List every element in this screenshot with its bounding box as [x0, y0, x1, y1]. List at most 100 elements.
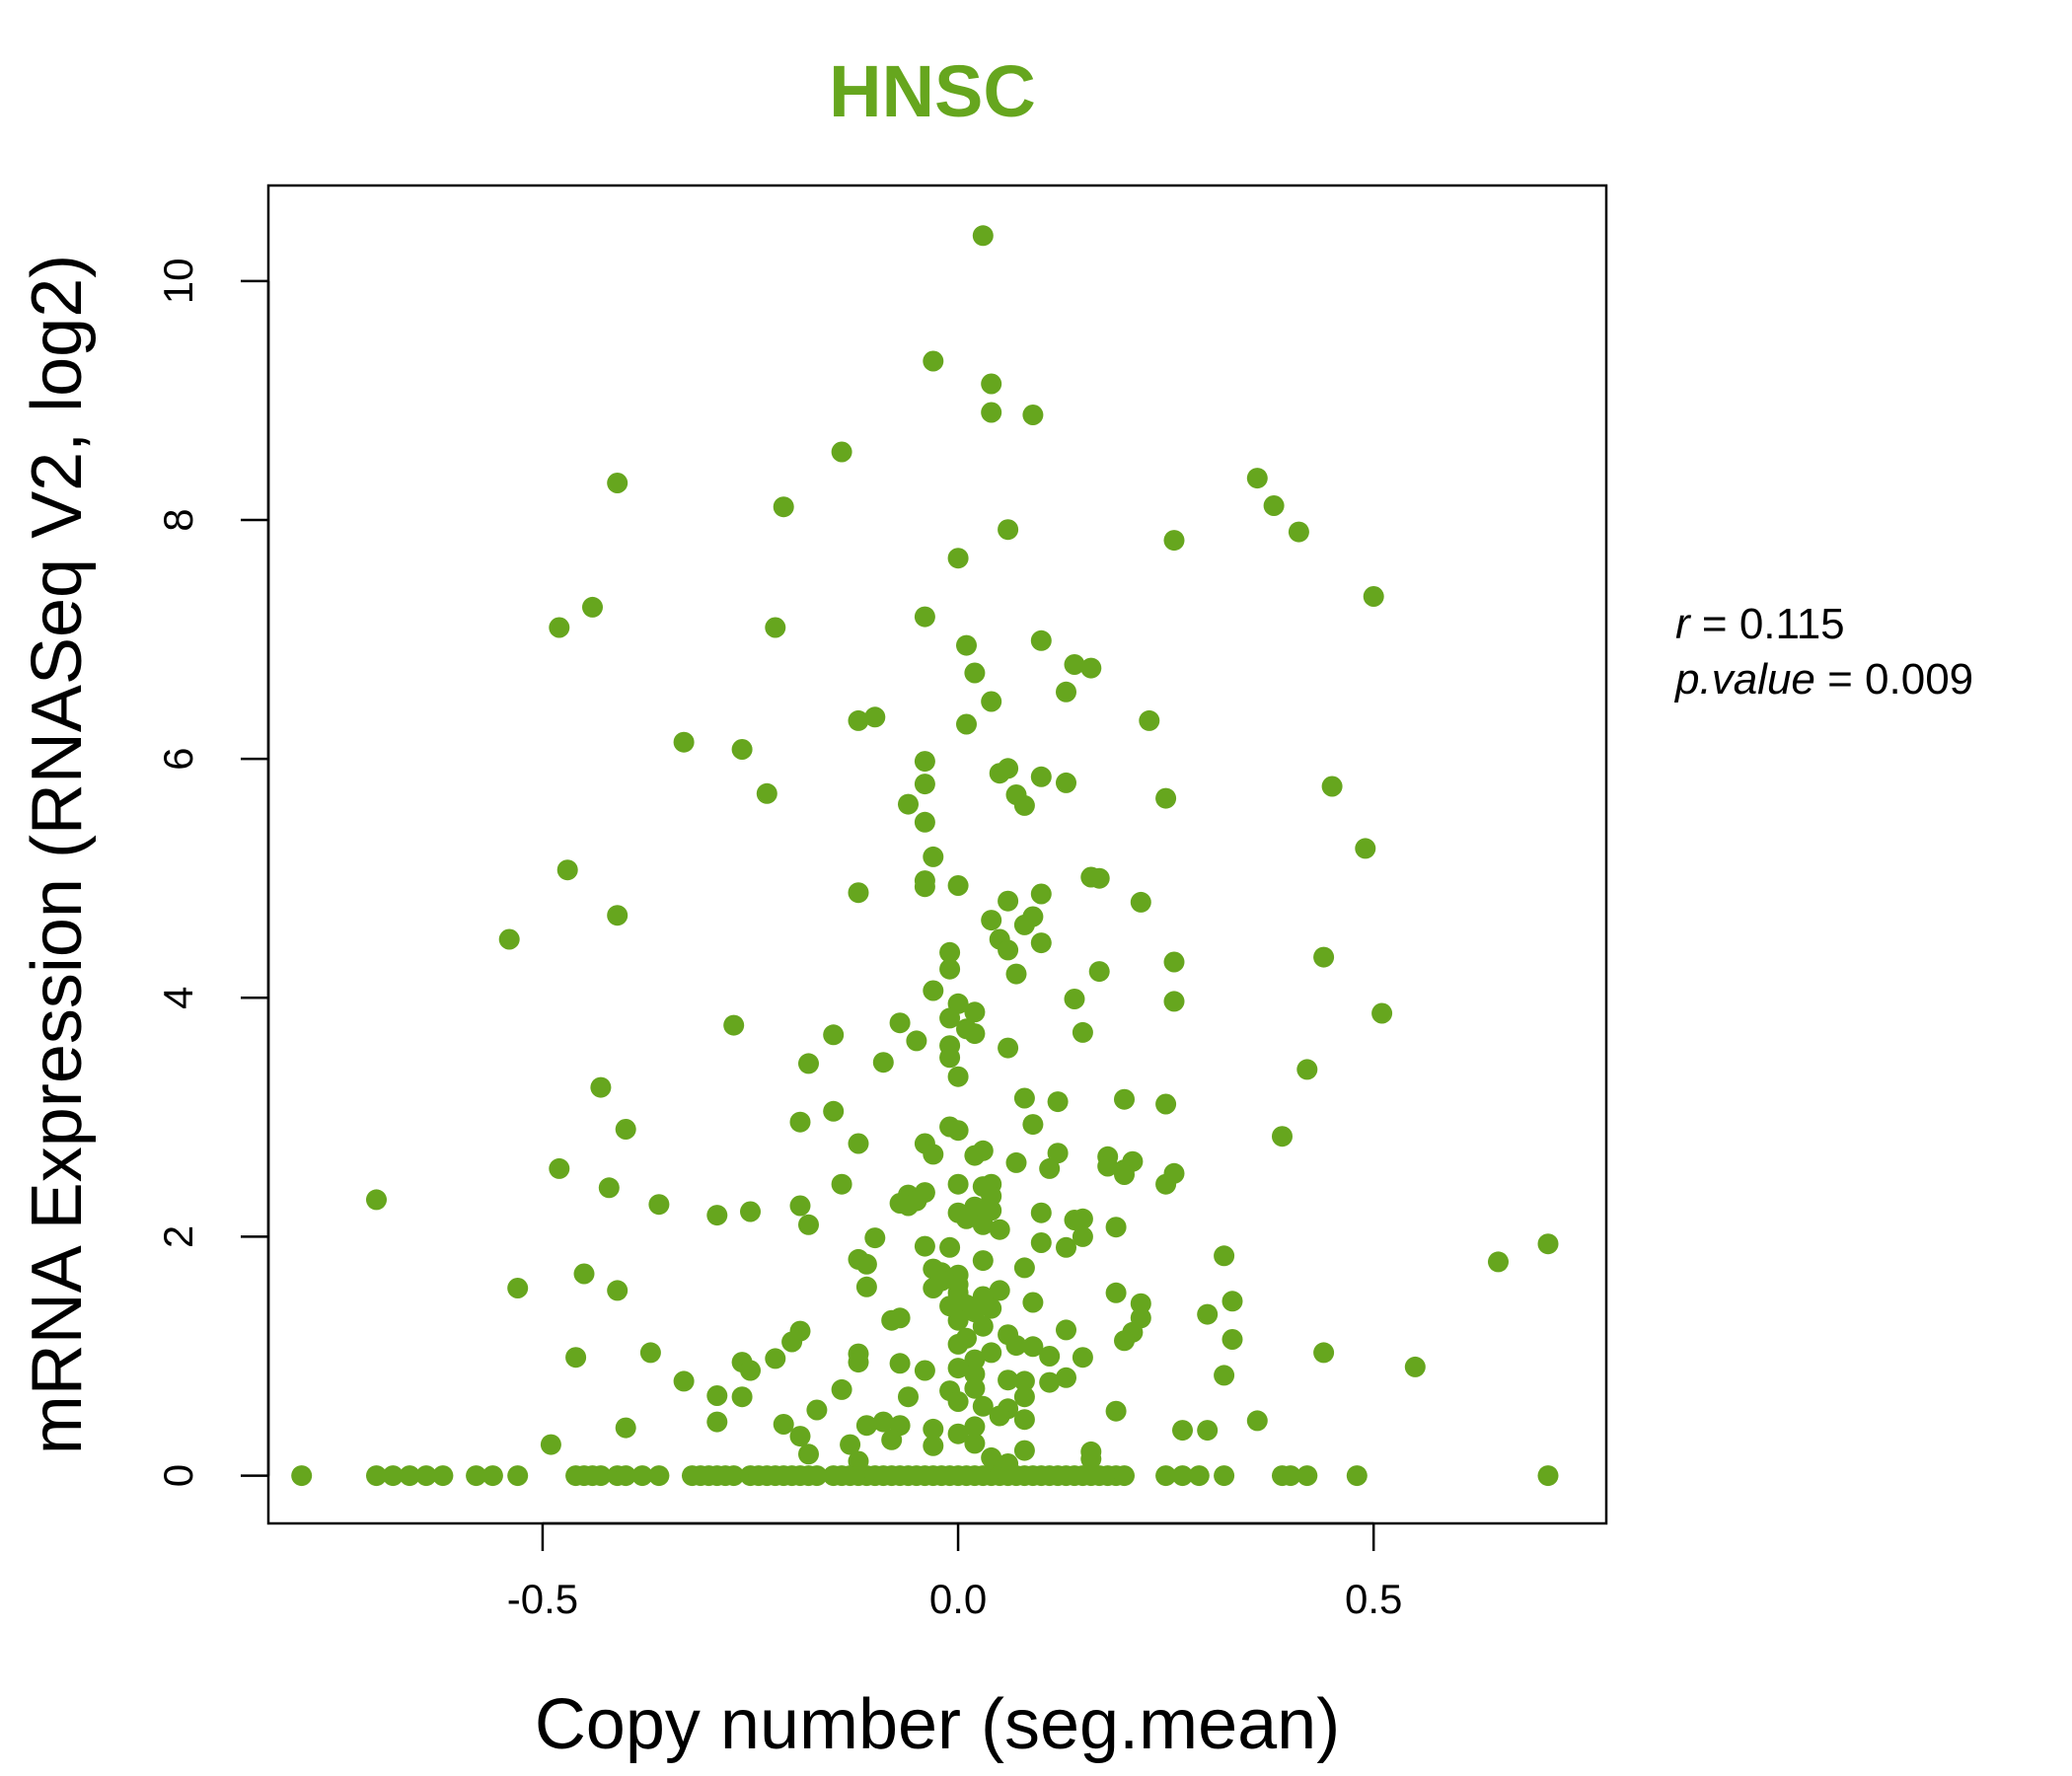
data-point — [889, 1307, 911, 1329]
data-point — [798, 1443, 819, 1465]
data-point — [855, 1415, 877, 1437]
data-point — [964, 1145, 986, 1166]
data-point — [923, 1435, 944, 1456]
data-point — [972, 1214, 994, 1235]
data-point — [1064, 654, 1085, 675]
data-point — [947, 1120, 969, 1142]
data-point — [540, 1434, 561, 1455]
data-point — [981, 1446, 1002, 1468]
data-point — [1030, 1202, 1052, 1223]
data-point — [582, 596, 603, 618]
data-point — [914, 606, 935, 628]
data-point — [914, 751, 935, 773]
data-point — [923, 350, 944, 372]
data-point — [998, 758, 1019, 779]
data-point — [706, 1385, 728, 1406]
data-point — [1272, 1126, 1293, 1147]
data-point — [415, 1465, 437, 1487]
data-point — [1056, 772, 1076, 793]
data-point — [706, 1205, 728, 1226]
data-point — [1404, 1356, 1426, 1377]
data-point — [823, 1100, 845, 1122]
data-point — [615, 1465, 636, 1487]
data-point — [947, 1173, 969, 1195]
data-point — [765, 1348, 786, 1369]
data-point — [731, 739, 753, 760]
data-point — [964, 1001, 986, 1023]
data-point — [731, 1386, 753, 1408]
data-point — [673, 731, 695, 753]
data-point — [723, 1465, 745, 1487]
data-point — [947, 1391, 969, 1412]
data-point — [947, 1066, 969, 1087]
data-point — [855, 1276, 877, 1297]
data-point — [972, 225, 994, 247]
data-point — [590, 1465, 612, 1487]
data-point — [756, 782, 777, 804]
x-axis-title: Copy number (seg.mean) — [535, 1685, 1340, 1764]
data-point — [507, 1278, 529, 1298]
y-tick-label: 6 — [155, 747, 201, 770]
data-point — [1105, 1400, 1127, 1422]
data-point — [1013, 1087, 1035, 1109]
data-point — [1163, 530, 1185, 552]
data-point — [607, 473, 629, 493]
data-point — [989, 1405, 1010, 1427]
data-point — [923, 1418, 944, 1440]
data-point — [723, 1014, 745, 1036]
data-point — [1064, 989, 1085, 1009]
data-point — [1056, 1319, 1076, 1341]
data-point — [914, 1360, 935, 1381]
points-layer — [291, 225, 1559, 1487]
data-point — [706, 1411, 728, 1433]
data-point — [1022, 405, 1044, 425]
data-point — [607, 905, 629, 926]
data-point — [1080, 1448, 1102, 1470]
data-point — [798, 1214, 819, 1235]
data-point — [1056, 1236, 1076, 1258]
data-point — [1005, 1335, 1027, 1357]
data-point — [1056, 681, 1076, 703]
data-point — [1080, 657, 1102, 679]
data-point — [1155, 787, 1177, 809]
data-point — [1114, 1088, 1135, 1110]
data-point — [789, 1111, 811, 1133]
data-point — [607, 1280, 629, 1301]
data-point — [972, 1250, 994, 1272]
data-point — [1313, 1342, 1335, 1364]
y-axis: 0 2 4 6 8 10 — [155, 258, 270, 1487]
data-point — [1056, 1367, 1076, 1388]
data-point — [923, 1144, 944, 1165]
data-point — [1072, 1225, 1093, 1247]
data-point — [1088, 961, 1110, 983]
data-point — [366, 1465, 387, 1487]
chart-title: HNSC — [829, 50, 1036, 132]
data-point — [1537, 1465, 1559, 1487]
data-point — [1313, 946, 1335, 968]
data-point — [939, 1007, 961, 1029]
data-point — [565, 1347, 587, 1369]
data-point — [765, 617, 786, 638]
data-point — [1130, 1293, 1151, 1314]
data-point — [1155, 1173, 1177, 1195]
data-point — [823, 1024, 845, 1046]
data-point — [956, 1208, 977, 1229]
data-point — [964, 1433, 986, 1454]
data-point — [1197, 1420, 1219, 1442]
data-point — [964, 1023, 986, 1045]
data-point — [981, 691, 1002, 712]
data-point — [1263, 495, 1285, 516]
p-stat-line: p.value = 0.009 — [1673, 655, 1973, 703]
data-point — [981, 402, 1002, 423]
data-point — [923, 846, 944, 867]
data-point — [947, 1309, 969, 1331]
data-point — [864, 706, 886, 728]
data-point — [590, 1076, 612, 1098]
data-point — [1214, 1465, 1235, 1487]
data-point — [806, 1399, 828, 1421]
data-point — [1139, 709, 1160, 731]
data-point — [1114, 1330, 1135, 1352]
data-point — [1039, 1371, 1061, 1393]
data-point — [848, 709, 869, 731]
data-point — [998, 1369, 1019, 1391]
